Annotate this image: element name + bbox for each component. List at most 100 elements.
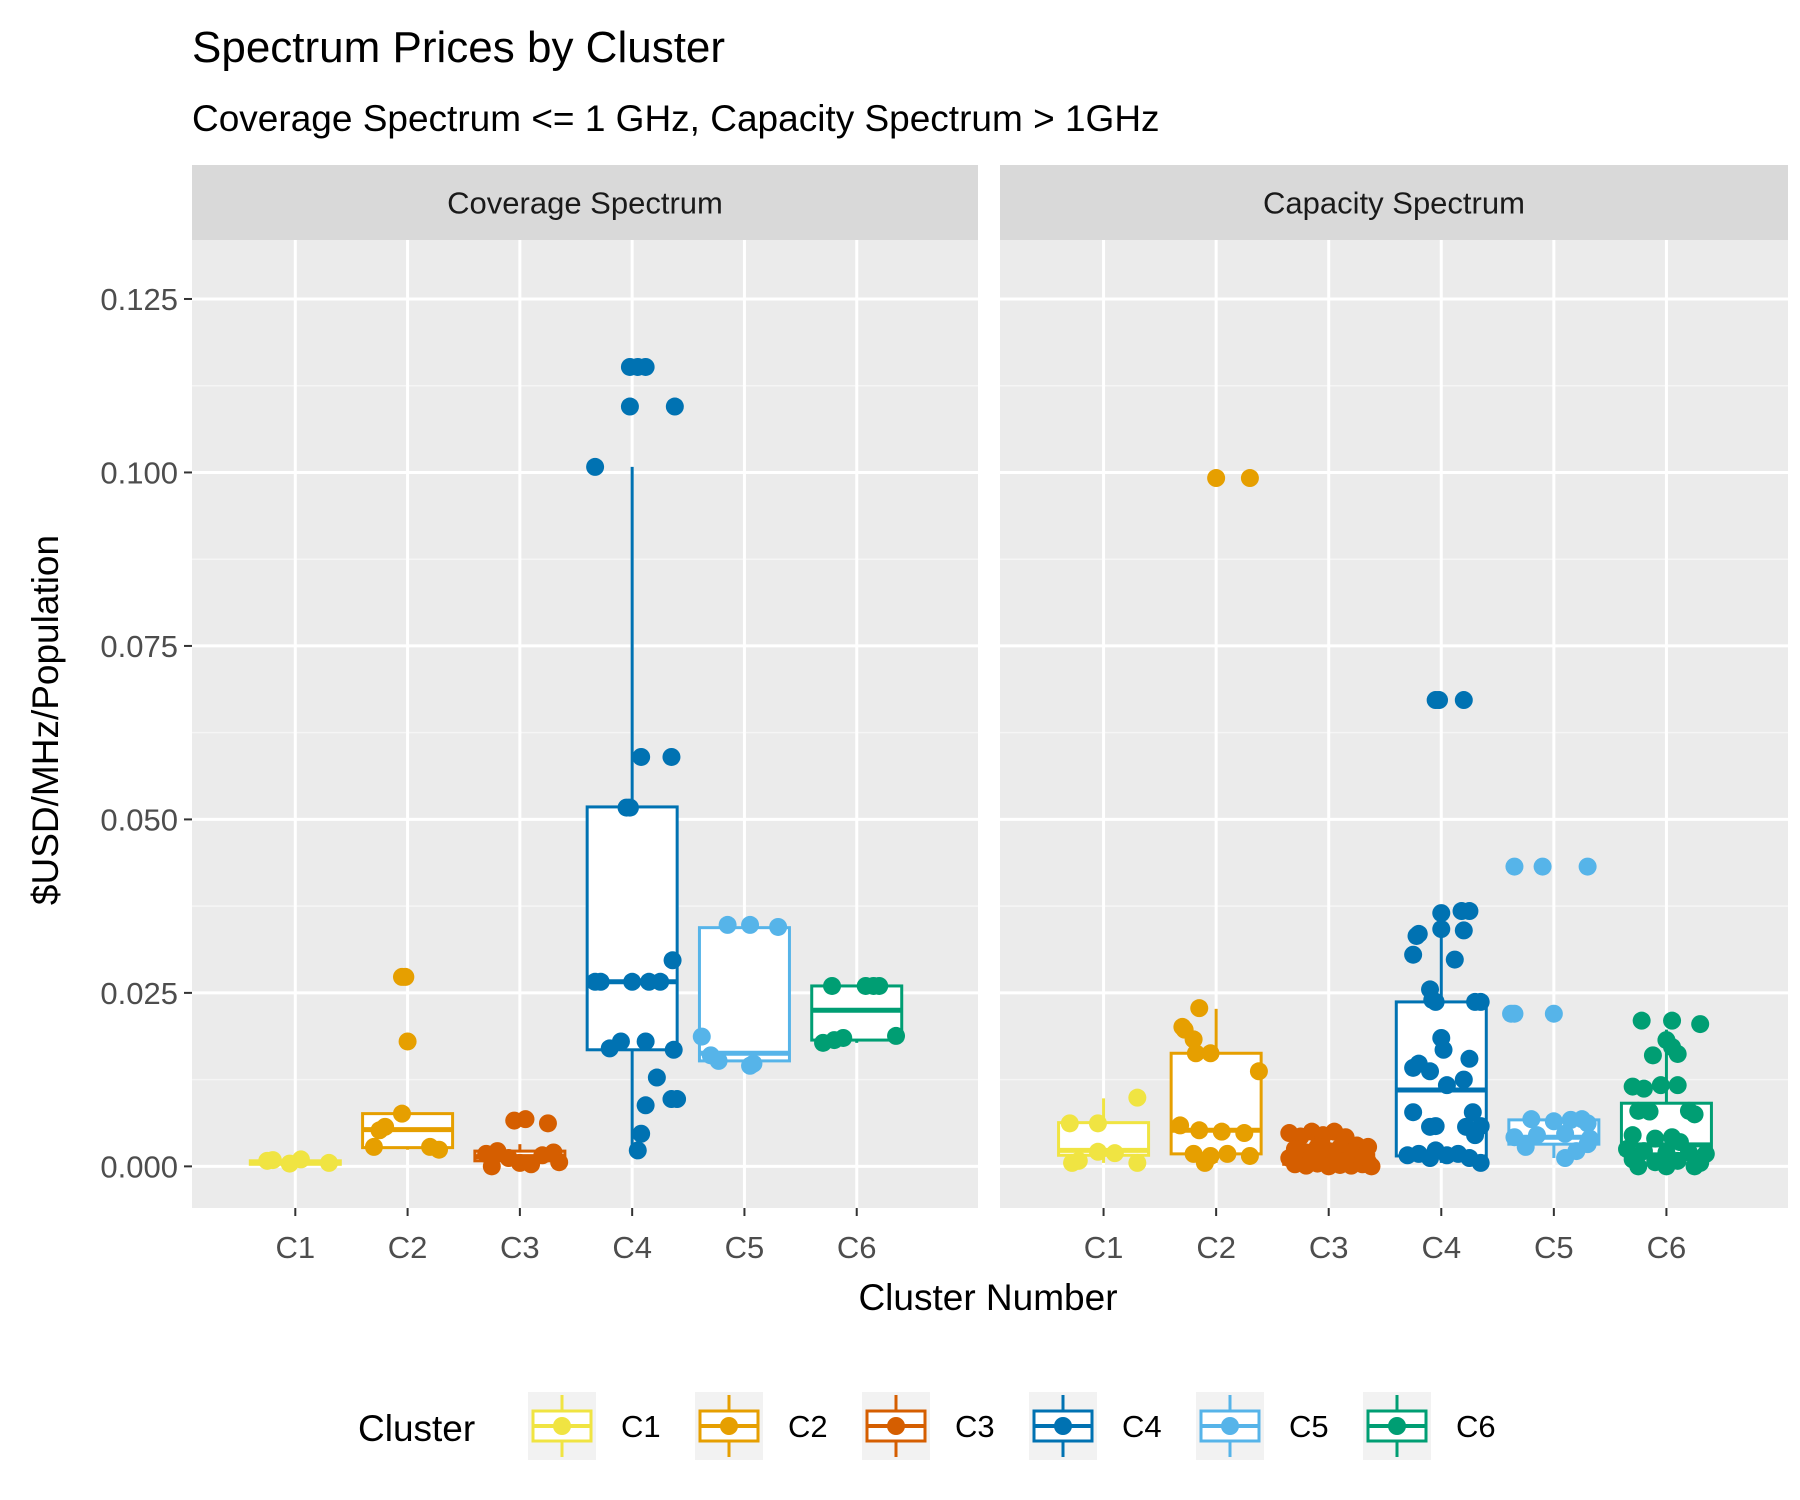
data-point-C4 — [1471, 1117, 1490, 1136]
data-point-C4 — [665, 397, 684, 416]
facet-strip — [1000, 165, 1788, 240]
y-axis-label: $USD/MHz/Population — [25, 535, 66, 905]
y-tick-label: 0.000 — [100, 1149, 178, 1184]
data-point-C2 — [1249, 1062, 1268, 1081]
data-point-C2 — [1184, 1030, 1203, 1049]
data-point-C5 — [718, 915, 737, 934]
facet-strip-label: Coverage Spectrum — [447, 186, 723, 221]
data-point-C4 — [623, 972, 642, 991]
data-point-C1 — [263, 1151, 282, 1170]
panel-background — [192, 240, 978, 1208]
data-point-C1 — [1128, 1153, 1147, 1172]
data-point-C5 — [692, 1027, 711, 1046]
data-point-C4 — [586, 457, 605, 476]
data-point-C4 — [1454, 1070, 1473, 1089]
legend-key-point — [1054, 1417, 1072, 1435]
data-point-C6 — [1685, 1105, 1704, 1124]
data-point-C4 — [1421, 1149, 1440, 1168]
data-point-C5 — [1505, 857, 1524, 876]
data-point-C2 — [398, 1032, 417, 1051]
data-point-C5 — [1533, 857, 1552, 876]
legend-key-point — [1388, 1417, 1406, 1435]
data-point-C4 — [663, 951, 682, 970]
data-point-C4 — [591, 972, 610, 991]
data-point-C3 — [1362, 1157, 1381, 1176]
data-point-C2 — [1240, 1146, 1259, 1165]
data-point-C6 — [1640, 1102, 1659, 1121]
data-point-C4 — [1434, 1040, 1453, 1059]
data-point-C4 — [1432, 904, 1451, 923]
x-tick-label: C2 — [1196, 1230, 1236, 1265]
data-point-C5 — [1522, 1110, 1541, 1129]
legend-item-C6: C6 — [1363, 1392, 1496, 1460]
data-point-C2 — [1212, 1122, 1231, 1141]
data-point-C1 — [319, 1153, 338, 1172]
box-C4 — [585, 466, 679, 1151]
y-tick-label: 0.025 — [100, 976, 178, 1011]
data-point-C4 — [1437, 1076, 1456, 1095]
data-point-C2 — [1207, 469, 1226, 488]
y-tick-label: 0.100 — [100, 455, 178, 490]
data-point-C6 — [1632, 1011, 1651, 1030]
data-point-C1 — [1060, 1114, 1079, 1133]
data-point-C4 — [1454, 921, 1473, 940]
data-point-C2 — [1190, 1121, 1209, 1140]
data-point-C2 — [1235, 1124, 1254, 1143]
legend-item-C1: C1 — [528, 1392, 661, 1460]
data-point-C4 — [1471, 992, 1490, 1011]
data-point-C5 — [1516, 1137, 1535, 1156]
legend-title: Cluster — [358, 1408, 475, 1449]
panel-0: Coverage Spectrum C1 C2 C3 C4 C5 C6 — [192, 165, 978, 1265]
legend-item-C3: C3 — [862, 1392, 995, 1460]
data-point-C6 — [1643, 1046, 1662, 1065]
data-point-C6 — [834, 1028, 853, 1047]
data-point-C6 — [1657, 1157, 1676, 1176]
data-point-C6 — [1663, 1011, 1682, 1030]
data-point-C4 — [632, 1124, 651, 1143]
data-point-C4 — [632, 747, 651, 766]
data-point-C4 — [668, 1090, 687, 1109]
data-point-C4 — [1430, 691, 1449, 710]
data-point-C6 — [1651, 1076, 1670, 1095]
data-point-C4 — [628, 1141, 647, 1160]
data-point-C4 — [651, 972, 670, 991]
data-point-C4 — [1471, 1153, 1490, 1172]
data-point-C3 — [482, 1157, 501, 1176]
data-point-C6 — [1668, 1076, 1687, 1095]
data-point-C4 — [1454, 691, 1473, 710]
y-axis: 0.000 0.025 0.050 0.075 0.100 0.125 — [100, 282, 192, 1184]
data-point-C1 — [1128, 1088, 1147, 1107]
data-point-C4 — [664, 1040, 683, 1059]
data-point-C6 — [823, 976, 842, 995]
data-point-C4 — [1407, 926, 1426, 945]
legend-label: C3 — [955, 1409, 995, 1444]
data-point-C1 — [291, 1150, 310, 1169]
x-tick-label: C6 — [837, 1230, 877, 1265]
legend-label: C2 — [788, 1409, 828, 1444]
data-point-C4 — [636, 357, 655, 376]
data-point-C4 — [611, 1032, 630, 1051]
data-point-C4 — [662, 747, 681, 766]
data-point-C5 — [1556, 1124, 1575, 1143]
data-point-C4 — [1432, 920, 1451, 939]
data-point-C4 — [1423, 990, 1442, 1009]
data-point-C4 — [647, 1068, 666, 1087]
data-point-C1 — [1069, 1151, 1088, 1170]
box-body — [810, 984, 904, 1042]
data-point-C4 — [636, 1032, 655, 1051]
data-point-C2 — [1171, 1116, 1190, 1135]
legend-key-point — [887, 1417, 905, 1435]
data-point-C5 — [1544, 1004, 1563, 1023]
data-point-C5 — [1578, 1135, 1597, 1154]
x-tick-label: C1 — [275, 1230, 315, 1265]
data-point-C4 — [1404, 1103, 1423, 1122]
panel-background — [1000, 240, 1788, 1208]
data-point-C5 — [1578, 857, 1597, 876]
data-point-C6 — [1623, 1126, 1642, 1145]
legend-key-point — [1221, 1417, 1239, 1435]
facet-strip-label: Capacity Spectrum — [1263, 186, 1525, 221]
data-point-C2 — [1190, 999, 1209, 1018]
data-point-C5 — [744, 1054, 763, 1073]
legend-item-C2: C2 — [695, 1392, 828, 1460]
